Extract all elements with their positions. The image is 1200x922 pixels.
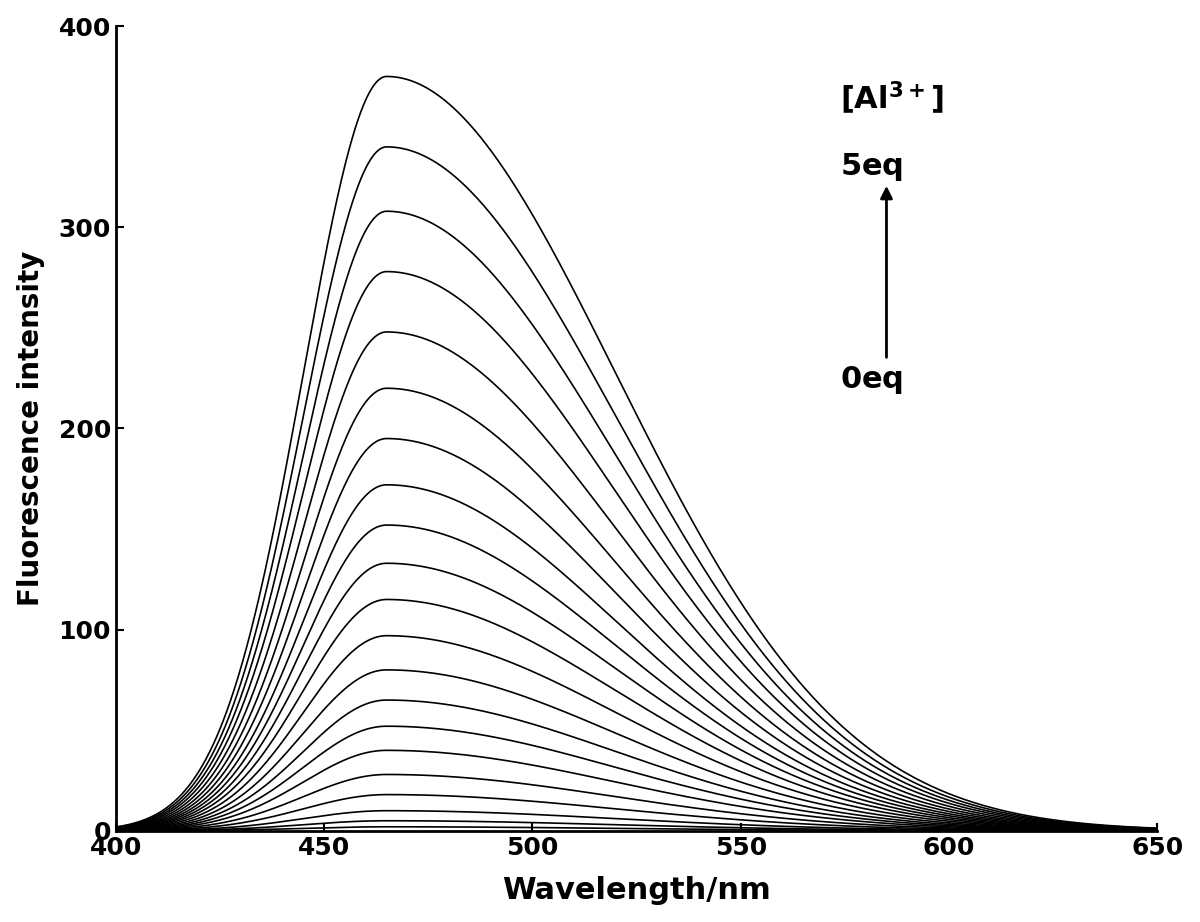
Y-axis label: Fluorescence intensity: Fluorescence intensity [17, 251, 44, 606]
Text: $\mathbf{0eq}$: $\mathbf{0eq}$ [840, 364, 902, 396]
Text: $\mathbf{[Al^{3+}]}$: $\mathbf{[Al^{3+}]}$ [840, 80, 943, 117]
Text: $\mathbf{5eq}$: $\mathbf{5eq}$ [840, 151, 902, 183]
X-axis label: Wavelength/nm: Wavelength/nm [502, 876, 770, 905]
